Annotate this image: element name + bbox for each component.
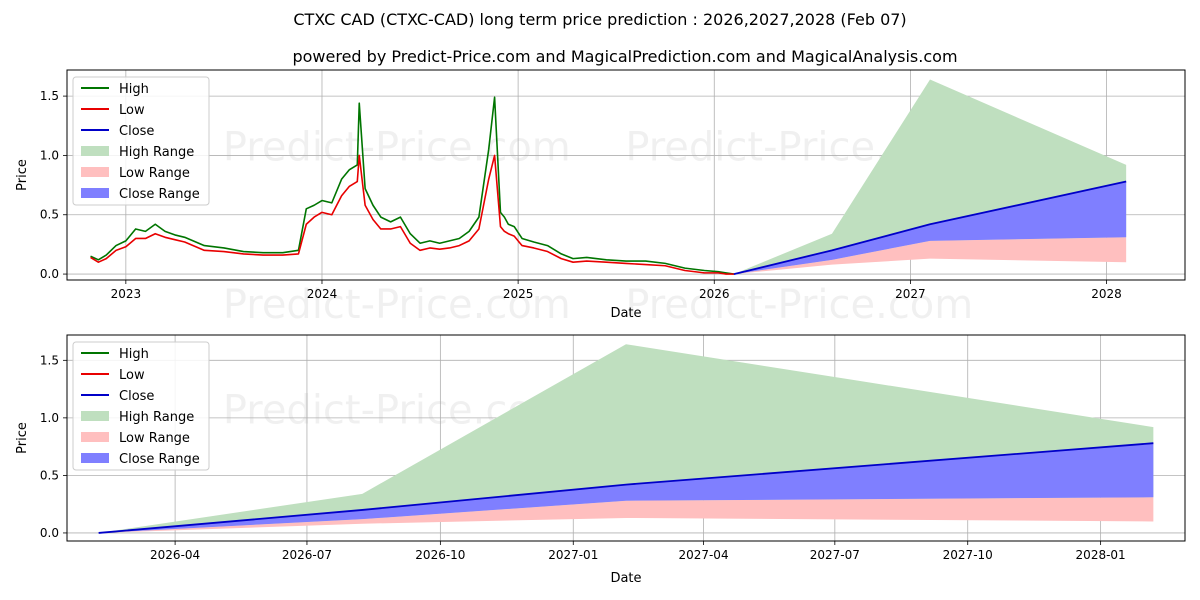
axes-frame bbox=[66, 69, 1186, 281]
x-axis-label: Date bbox=[610, 306, 641, 321]
high-series-line bbox=[90, 96, 734, 275]
plot-area bbox=[98, 344, 1154, 534]
y-tick-label: 1.0 bbox=[40, 148, 59, 162]
x-tick-label: 2024 bbox=[307, 287, 338, 301]
chart-subtitle: powered by Predict-Price.com and Magical… bbox=[292, 47, 957, 66]
legend-label: Low Range bbox=[119, 166, 190, 181]
legend-label: Low bbox=[119, 103, 145, 118]
lower-chart-panel: Predict-Price.comPredict-Price.com2026-0… bbox=[15, 334, 1186, 586]
chart-title: CTXC CAD (CTXC-CAD) long term price pred… bbox=[293, 10, 906, 29]
x-tick-label: 2026 bbox=[699, 287, 730, 301]
y-tick-label: 0.0 bbox=[40, 267, 59, 281]
y-tick-label: 1.5 bbox=[40, 353, 59, 367]
legend-swatch-patch bbox=[81, 188, 109, 198]
x-tick-label: 2027-10 bbox=[943, 548, 993, 562]
legend: High Low Close High Range Low Range Close Ran… bbox=[72, 341, 210, 471]
y-axis-label: Price bbox=[15, 159, 30, 191]
x-tick-label: 2026-10 bbox=[415, 548, 465, 562]
legend-label: Low bbox=[119, 368, 145, 383]
legend-label: High bbox=[119, 82, 149, 97]
legend-swatch-patch bbox=[81, 146, 109, 156]
x-tick-label: 2026-07 bbox=[282, 548, 332, 562]
low-series-line bbox=[90, 154, 734, 275]
low-range-band bbox=[98, 497, 1154, 533]
legend-swatch-patch bbox=[81, 432, 109, 442]
plot-area bbox=[90, 79, 1127, 275]
close-series-line bbox=[733, 180, 1127, 275]
legend-label: Close bbox=[119, 389, 154, 404]
y-tick-label: 0.5 bbox=[40, 468, 59, 482]
legend-label: Close bbox=[119, 124, 154, 139]
legend-label: High bbox=[119, 347, 149, 362]
watermark-text: Predict-Price.com bbox=[223, 282, 571, 328]
legend-label: Low Range bbox=[119, 431, 190, 446]
y-tick-label: 1.5 bbox=[40, 89, 59, 103]
x-tick-label: 2026-04 bbox=[150, 548, 200, 562]
y-axis-label: Price bbox=[15, 422, 30, 454]
x-axis-label: Date bbox=[610, 571, 641, 586]
legend-label: Close Range bbox=[119, 187, 200, 202]
axes-frame bbox=[66, 334, 1186, 542]
x-tick-label: 2027-01 bbox=[548, 548, 598, 562]
x-tick-label: 2027-07 bbox=[810, 548, 860, 562]
x-tick-label: 2027-04 bbox=[678, 548, 728, 562]
y-tick-label: 0.5 bbox=[40, 208, 59, 222]
legend-swatch-patch bbox=[81, 453, 109, 463]
watermark-text: Predict-Price.com bbox=[223, 124, 571, 170]
x-tick-label: 2025 bbox=[503, 287, 534, 301]
legend-swatch-patch bbox=[81, 167, 109, 177]
legend-label: High Range bbox=[119, 145, 194, 160]
legend-label: High Range bbox=[119, 410, 194, 425]
x-tick-label: 2028 bbox=[1091, 287, 1122, 301]
close-series-line bbox=[98, 442, 1154, 534]
upper-chart-panel: Predict-Price.com Predict-Price.com Predic… bbox=[15, 69, 1186, 328]
y-tick-label: 0.0 bbox=[40, 526, 59, 540]
watermark-text: Predict-Price.com bbox=[625, 282, 973, 328]
x-tick-label: 2027 bbox=[895, 287, 926, 301]
y-tick-label: 1.0 bbox=[40, 411, 59, 425]
x-tick-label: 2028-01 bbox=[1076, 548, 1126, 562]
low-range-band bbox=[733, 237, 1127, 275]
legend-swatch-patch bbox=[81, 411, 109, 421]
x-tick-label: 2023 bbox=[111, 287, 142, 301]
legend: High Low Close High Range Low Range Close Ran… bbox=[72, 76, 210, 206]
legend-label: Close Range bbox=[119, 452, 200, 467]
